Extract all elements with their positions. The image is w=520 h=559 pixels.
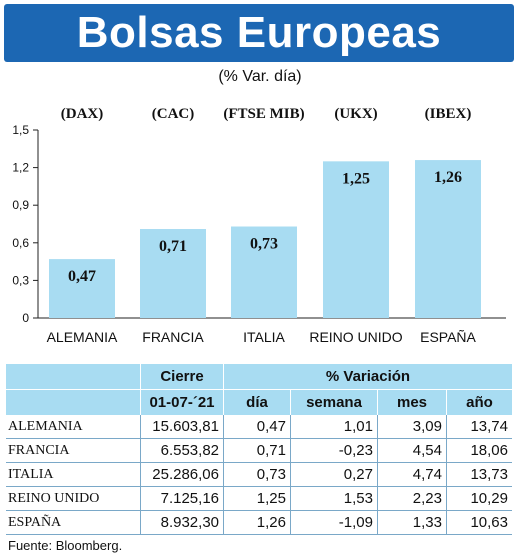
- header-semana: semana: [290, 389, 378, 415]
- cell-semana: 1,01: [290, 415, 378, 439]
- cell-cierre: 25.286,06: [140, 462, 224, 487]
- bar: [323, 161, 389, 318]
- cell-mes: 2,23: [377, 486, 447, 511]
- bar: [140, 229, 206, 318]
- cell-anio: 13,73: [446, 462, 512, 487]
- cell-country: REINO UNIDO: [6, 486, 141, 511]
- table-row: FRANCIA 6.553,82 0,71 -0,23 4,54 18,06: [6, 438, 512, 463]
- cell-semana: -0,23: [290, 438, 378, 463]
- bar: [231, 226, 297, 318]
- x-tick-label: REINO UNIDO: [309, 329, 402, 345]
- stats-table: Cierre % Variación 01-07-´21 día semana …: [6, 364, 512, 535]
- bar: [415, 160, 481, 318]
- cell-anio: 13,74: [446, 415, 512, 439]
- data-label: 0,47: [68, 268, 96, 285]
- data-label: 0,73: [250, 236, 278, 253]
- header-anio: año: [446, 389, 512, 415]
- header-dia: día: [223, 389, 291, 415]
- table-row: REINO UNIDO 7.125,16 1,25 1,53 2,23 10,2…: [6, 486, 512, 511]
- table-row: ITALIA 25.286,06 0,73 0,27 4,74 13,73: [6, 462, 512, 487]
- source-note: Fuente: Bloomberg.: [8, 538, 123, 553]
- x-tick-label: ALEMANIA: [47, 329, 118, 345]
- data-label: 1,25: [342, 170, 370, 187]
- cell-country: ALEMANIA: [6, 415, 141, 439]
- cell-semana: 1,53: [290, 486, 378, 511]
- index-label: (CAC): [152, 106, 195, 122]
- cell-anio: 10,63: [446, 510, 512, 535]
- cell-dia: 1,25: [223, 486, 291, 511]
- cell-mes: 1,33: [377, 510, 447, 535]
- x-tick-label: ESPAÑA: [420, 329, 476, 345]
- title-banner: Bolsas Europeas: [4, 4, 514, 62]
- index-label: (IBEX): [425, 106, 472, 122]
- cell-dia: 1,26: [223, 510, 291, 535]
- index-label: (UKX): [334, 106, 377, 122]
- data-label: 1,26: [434, 169, 462, 186]
- header-mes: mes: [377, 389, 447, 415]
- y-tick-label: 0,6: [12, 236, 29, 250]
- y-tick-label: 0,3: [12, 273, 29, 287]
- table-row: ESPAÑA 8.932,30 1,26 -1,09 1,33 10,63: [6, 510, 512, 535]
- x-tick-label: ITALIA: [243, 329, 285, 345]
- table-header-row-top: Cierre % Variación: [6, 364, 512, 390]
- cell-cierre: 15.603,81: [140, 415, 224, 439]
- cell-country: ESPAÑA: [6, 510, 141, 535]
- cell-mes: 3,09: [377, 415, 447, 439]
- index-label: (DAX): [61, 106, 104, 122]
- y-tick-label: 0,9: [12, 198, 29, 212]
- header-date: 01-07-´21: [140, 389, 224, 415]
- header-cierre: Cierre: [140, 364, 224, 390]
- cell-anio: 10,29: [446, 486, 512, 511]
- cell-mes: 4,54: [377, 438, 447, 463]
- header-variacion: % Variación: [223, 364, 512, 390]
- cell-cierre: 8.932,30: [140, 510, 224, 535]
- bar-chart: 0 0,3 0,6 0,9 1,2 1,5 0,47 (DAX) ALEMANIA 0,71 (CA…: [12, 106, 506, 345]
- cell-country: FRANCIA: [6, 438, 141, 463]
- y-tick-label: 0: [22, 311, 29, 325]
- chart-title: Bolsas Europeas: [76, 8, 442, 57]
- cell-dia: 0,73: [223, 462, 291, 487]
- y-tick-label: 1,5: [12, 123, 29, 137]
- header-blank: [6, 364, 141, 390]
- chart-subtitle: (% Var. día): [218, 68, 302, 85]
- x-tick-label: FRANCIA: [142, 329, 204, 345]
- cell-semana: 0,27: [290, 462, 378, 487]
- y-tick-label: 1,2: [12, 161, 29, 175]
- table-header-row-bottom: 01-07-´21 día semana mes año: [6, 389, 512, 415]
- table-row: ALEMANIA 15.603,81 0,47 1,01 3,09 13,74: [6, 415, 512, 439]
- index-label: (FTSE MIB): [223, 106, 304, 122]
- data-label: 0,71: [159, 238, 187, 255]
- cell-cierre: 6.553,82: [140, 438, 224, 463]
- cell-anio: 18,06: [446, 438, 512, 463]
- bar: [49, 259, 115, 318]
- cell-cierre: 7.125,16: [140, 486, 224, 511]
- header-blank-2: [6, 389, 141, 415]
- cell-semana: -1,09: [290, 510, 378, 535]
- cell-mes: 4,74: [377, 462, 447, 487]
- cell-dia: 0,47: [223, 415, 291, 439]
- cell-country: ITALIA: [6, 462, 141, 487]
- cell-dia: 0,71: [223, 438, 291, 463]
